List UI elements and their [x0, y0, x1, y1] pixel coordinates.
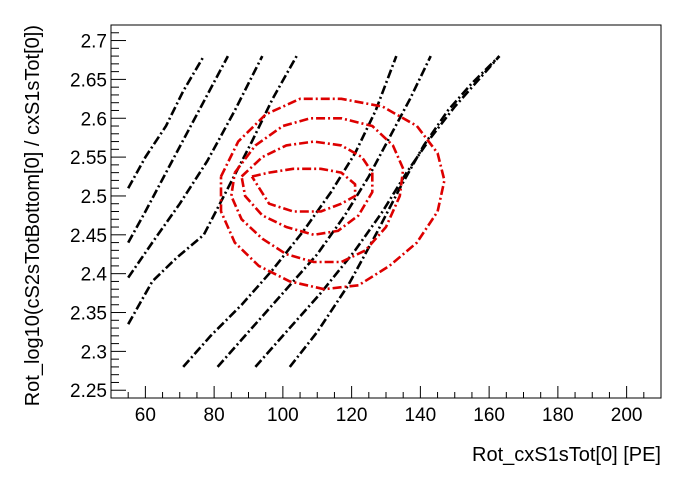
x-tick-label: 120 [336, 405, 368, 426]
x-tick-label: 200 [611, 405, 643, 426]
x-tick-label: 60 [135, 405, 156, 426]
band-line [254, 55, 501, 368]
y-tick-label: 2.25 [70, 381, 107, 402]
contour-line [250, 167, 357, 213]
y-tick-label: 2.6 [81, 109, 107, 130]
y-tick-label: 2.65 [70, 70, 107, 91]
y-tick-label: 2.7 [81, 32, 107, 53]
x-tick-label: 80 [204, 405, 225, 426]
y-axis-tick-labels: 2.25 2.3 2.35 2.4 2.45 2.5 2.55 2.6 2.65 2.7 [70, 32, 107, 403]
y-tick-label: 2.5 [81, 187, 107, 208]
x-axis-ticks [127, 386, 662, 398]
x-axis-title: Rot_cxS1sTot[0] [PE] [472, 444, 661, 466]
band-line [288, 55, 501, 368]
y-tick-label: 2.3 [81, 342, 107, 363]
contour-line [230, 117, 405, 264]
x-tick-label: 180 [542, 405, 574, 426]
y-axis-title: Rot_log10(cS2sTotBottom[0] / cxS1sTot[0]… [22, 25, 44, 406]
y-tick-label: 2.55 [70, 148, 107, 169]
band-line [216, 55, 432, 368]
contour-lines [219, 97, 446, 291]
band-line [127, 55, 298, 325]
band-line [127, 55, 230, 244]
y-tick-label: 2.35 [70, 304, 107, 325]
contour-line [219, 97, 446, 291]
x-tick-label: 160 [473, 405, 505, 426]
band-line [127, 55, 205, 189]
y-tick-label: 2.45 [70, 226, 107, 247]
x-tick-label: 140 [405, 405, 437, 426]
y-tick-label: 2.4 [81, 265, 108, 286]
band-line [127, 55, 264, 279]
y-axis-ticks [111, 24, 126, 399]
x-axis-tick-labels: 60 80 100 120 140 160 180 200 [135, 405, 643, 426]
x-tick-label: 100 [267, 405, 299, 426]
contour-line [240, 140, 374, 237]
